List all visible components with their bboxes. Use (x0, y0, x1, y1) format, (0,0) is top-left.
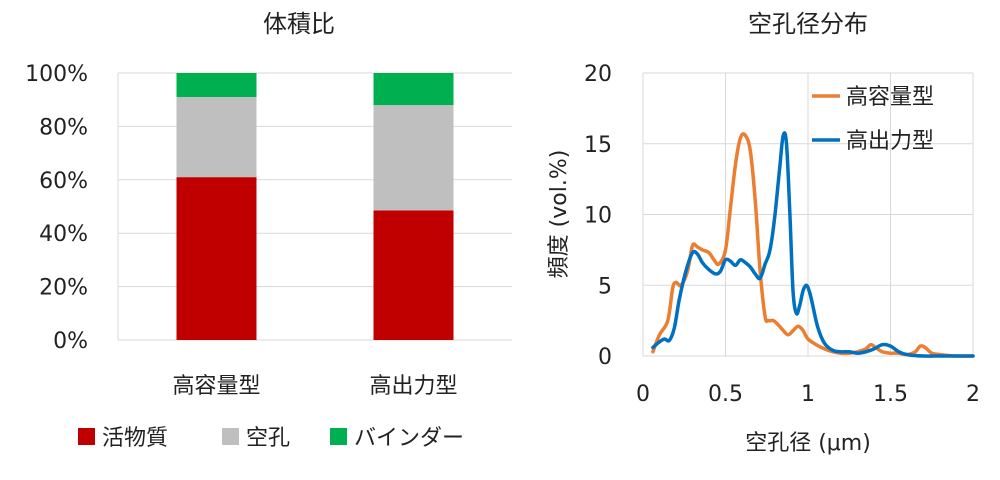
series-line (651, 132, 975, 358)
line-chart-xlabel: 空孔径 (μm) (745, 431, 871, 456)
line-chart-title: 空孔径分布 (748, 10, 868, 38)
legend-swatch (78, 428, 95, 445)
line-x-tick-label: 1 (801, 382, 815, 407)
line-y-tick-label: 15 (584, 133, 612, 158)
bar-y-tick-label: 0% (53, 329, 88, 354)
legend-label: バインダー (354, 426, 464, 451)
bar-segment (373, 73, 454, 106)
line-x-tick-label: 2 (966, 382, 980, 407)
legend-label: 高出力型 (846, 129, 934, 154)
bar-chart-legend: 活物質 空孔 バインダー (78, 426, 464, 451)
bar-category-label: 高出力型 (369, 374, 457, 399)
bar-y-tick-label: 40% (39, 222, 88, 247)
bar-y-tick-label: 80% (39, 115, 88, 140)
bar-y-tick-label: 60% (39, 169, 88, 194)
bar-y-tick-label: 100% (25, 62, 88, 87)
line-y-tick-label: 20 (584, 62, 612, 87)
legend-label: 高容量型 (846, 85, 934, 110)
line-y-tick-label: 5 (598, 274, 612, 299)
legend-label: 活物質 (102, 426, 168, 451)
bar-chart-plot: 0% 20% 40% 60% 80% 100% 高容量型 高出力型 (25, 62, 512, 399)
line-chart-ylabel: 頻度 (vol.%) (547, 150, 572, 279)
legend-swatch (330, 428, 347, 445)
legend-label: 空孔 (246, 426, 290, 451)
bar-segment (176, 97, 257, 178)
line-y-tick-label: 10 (584, 204, 612, 229)
legend-swatch (222, 428, 239, 445)
bar-y-tick-label: 20% (39, 276, 88, 301)
bar-chart-title: 体積比 (263, 10, 335, 38)
bar-segment (373, 210, 454, 340)
line-y-tick-label: 0 (598, 345, 612, 370)
line-x-tick-label: 0.5 (708, 382, 743, 407)
line-x-tick-label: 1.5 (873, 382, 908, 407)
bar-segment (176, 177, 257, 340)
bar-category-label: 高容量型 (172, 374, 260, 399)
line-chart-plot: 0 5 10 15 20 0 0.5 1 1.5 2 (584, 62, 980, 407)
bar-segment (373, 105, 454, 211)
series-line (651, 131, 975, 358)
line-x-tick-label: 0 (636, 382, 650, 407)
bar-segment (176, 73, 257, 98)
